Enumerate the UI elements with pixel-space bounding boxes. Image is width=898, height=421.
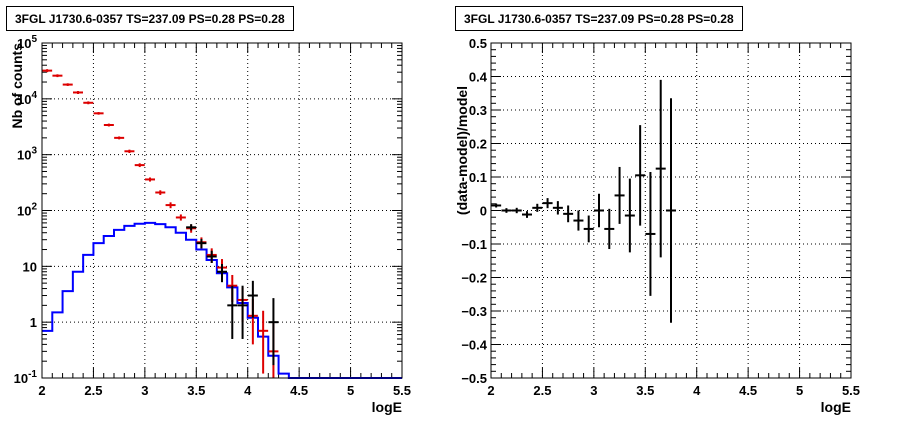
model-point <box>73 91 83 95</box>
y-tick-label: −0.5 <box>461 371 487 386</box>
y-tick-label: 0.4 <box>469 70 488 85</box>
residual-point <box>501 208 512 213</box>
y-tick-label: 0.3 <box>469 103 487 118</box>
y-tick-base: 10 <box>17 92 31 107</box>
residuals-panel: 2 2.5 3 3.5 4 4.5 5 5.5 logE −0.5 −0.4 −0.3 −0.2 −0.1… <box>449 0 898 421</box>
y-tick-label: 1 <box>30 315 37 330</box>
y-tick-label: −0.1 <box>461 237 487 252</box>
x-tick-label: 5.5 <box>842 383 860 398</box>
y-tick-label: 102 <box>17 202 37 219</box>
y-tick-label: 10 <box>23 259 37 274</box>
residual-point <box>491 203 502 208</box>
model-point <box>93 112 104 115</box>
y-tick-exponent: 4 <box>31 90 37 101</box>
model-step-histogram <box>42 221 402 379</box>
residual-point <box>583 215 594 243</box>
x-tick-label: 4.5 <box>739 383 757 398</box>
model-point <box>145 177 155 182</box>
y-tick-label: −0.4 <box>461 338 487 353</box>
y-tick-label: 0.1 <box>469 170 487 185</box>
data-point <box>268 298 279 366</box>
data-point <box>196 238 207 249</box>
data-point <box>217 264 227 283</box>
y-tick-label: −0.2 <box>461 271 487 286</box>
model-point <box>83 101 94 105</box>
y-tick-exponent: 5 <box>31 34 37 45</box>
residual-point <box>666 98 676 323</box>
residual-point <box>522 211 532 218</box>
model-point <box>103 123 114 127</box>
x-tick-label: 4 <box>693 383 701 398</box>
residuals-panel-title: 3FGL J1730.6-0357 TS=237.09 PS=0.28 PS=0… <box>455 6 743 31</box>
x-tick-label: 5.5 <box>393 383 411 398</box>
residual-point <box>645 171 656 296</box>
data-point <box>247 280 258 318</box>
y-tick-base: 10 <box>17 204 31 219</box>
plot-frame <box>41 42 403 379</box>
data-point <box>237 285 248 339</box>
y-axis-title: Nb of counts <box>9 43 25 129</box>
y-tick-label: 105 <box>17 34 37 51</box>
x-tick-label: 2 <box>487 383 494 398</box>
residual-point <box>563 205 574 223</box>
x-tick-label: 2.5 <box>84 383 102 398</box>
model-point <box>52 74 63 78</box>
y-tick-base: 10 <box>14 371 28 386</box>
residual-point <box>573 210 584 231</box>
data-point <box>227 285 238 339</box>
counts-panel: 2 2.5 3 3.5 4 4.5 5 5.5 logE 10-1 1 10 102 103 104 105 N… <box>6 6 411 415</box>
y-tick-base: 10 <box>17 148 31 163</box>
residual-point <box>635 125 646 226</box>
data-point <box>206 250 217 263</box>
y-tick-label: 0.2 <box>469 137 487 152</box>
residual-point <box>542 198 553 209</box>
y-tick-label: 103 <box>17 146 37 163</box>
x-tick-label: 2.5 <box>533 383 551 398</box>
residual-point <box>594 193 604 228</box>
y-axis-title: (data-model)/model <box>454 86 470 215</box>
x-tick-label: 3 <box>141 383 148 398</box>
x-axis-title: logE <box>372 399 402 415</box>
model-point <box>124 149 135 154</box>
model-point <box>258 310 269 374</box>
counts-panel-title: 3FGL J1730.6-0357 TS=237.09 PS=0.28 PS=0… <box>6 6 294 31</box>
y-tick-label: 0 <box>480 204 487 219</box>
x-tick-label: 3 <box>590 383 597 398</box>
x-tick-label: 3.5 <box>187 383 205 398</box>
x-axis-title: logE <box>821 399 851 415</box>
plot-frame <box>490 42 852 379</box>
y-tick-exponent: 3 <box>31 146 37 157</box>
counts-plot: 2 2.5 3 3.5 4 4.5 5 5.5logE10-1110102103104105N… <box>9 34 411 415</box>
x-tick-label: 4.5 <box>290 383 308 398</box>
residual-point <box>614 166 625 224</box>
x-tick-label: 4 <box>244 383 252 398</box>
model-point <box>134 163 145 168</box>
residual-point <box>604 208 615 250</box>
residual-point <box>552 201 563 215</box>
x-tick-label: 3.5 <box>636 383 654 398</box>
residual-point <box>655 79 666 258</box>
residual-point <box>624 178 635 253</box>
y-tick-exponent: -1 <box>28 369 37 380</box>
model-point <box>42 69 53 73</box>
residual-point <box>511 207 522 214</box>
y-tick-label: 104 <box>17 90 37 107</box>
x-tick-label: 5 <box>796 383 803 398</box>
model-point <box>62 83 73 86</box>
x-tick-label: 2 <box>38 383 45 398</box>
y-tick-label: 10-1 <box>14 369 38 386</box>
model-point <box>165 202 176 209</box>
data-point <box>186 224 197 231</box>
y-tick-base: 10 <box>17 36 31 51</box>
model-point <box>175 214 186 221</box>
model-point <box>114 136 125 140</box>
x-tick-label: 5 <box>347 383 354 398</box>
y-tick-label: 0.5 <box>469 36 487 51</box>
residual-point <box>532 203 543 212</box>
y-tick-label: −0.3 <box>461 304 487 319</box>
y-tick-exponent: 2 <box>31 202 37 213</box>
model-point <box>155 190 166 195</box>
